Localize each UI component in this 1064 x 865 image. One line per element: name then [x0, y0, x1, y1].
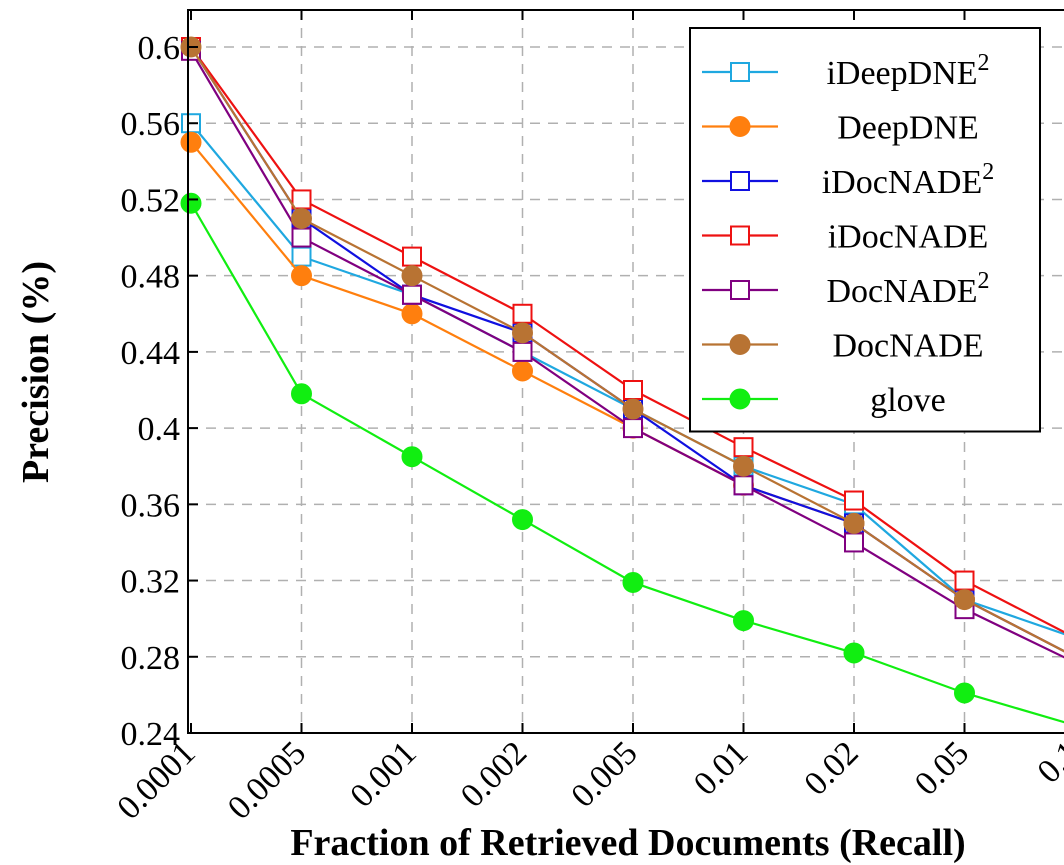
legend-entry: iDeepDNE2: [702, 50, 990, 92]
legend-entry: glove: [702, 382, 946, 419]
y-tick-label: 0.52: [121, 182, 181, 219]
data-point: [733, 455, 754, 477]
data-point: [401, 303, 423, 325]
legend-entry: DocNADE2: [702, 268, 990, 310]
data-point: [291, 383, 312, 405]
legend-label: glove: [870, 382, 946, 419]
y-tick-label: 0.36: [121, 487, 181, 524]
x-tick-label: 0.002: [454, 734, 534, 814]
data-point: [733, 437, 754, 458]
legend-label: iDeepDNE2: [826, 50, 989, 92]
y-tick-label: 0.28: [121, 640, 181, 677]
x-tick-label: 0.02: [797, 734, 865, 802]
y-tick-label: 0.32: [121, 564, 181, 601]
series-5: [180, 36, 1064, 653]
legend-marker: [729, 116, 751, 137]
data-point: [291, 227, 312, 248]
legend-marker: [730, 280, 750, 300]
legend-label: iDocNADE: [828, 219, 989, 256]
data-point: [512, 303, 533, 324]
data-point: [512, 322, 533, 344]
legend-label: DeepDNE: [837, 110, 979, 147]
legend-marker: [729, 334, 751, 355]
data-point: [954, 589, 975, 611]
data-point: [733, 475, 754, 496]
data-point: [291, 265, 312, 287]
legend-marker: [730, 171, 750, 191]
data-point: [733, 610, 754, 632]
data-point: [954, 682, 975, 704]
legend-marker: [730, 225, 750, 246]
series-6: [180, 192, 1064, 724]
x-tick-label: 0.005: [564, 734, 644, 814]
y-tick-label: 0.48: [121, 259, 181, 296]
data-point: [512, 341, 533, 362]
data-point: [180, 131, 202, 153]
legend-entry: iDocNADE: [702, 219, 988, 256]
data-point: [622, 571, 644, 593]
data-point: [954, 570, 975, 591]
x-tick-label: 0.001: [343, 734, 423, 814]
x-tick-label: 0.05: [908, 734, 976, 802]
data-point: [844, 532, 864, 553]
axis-ticks: [188, 10, 966, 734]
data-point: [623, 380, 643, 400]
data-point: [843, 512, 865, 534]
data-point: [291, 208, 312, 229]
data-point: [512, 509, 533, 531]
legend-superscript: 2: [978, 268, 990, 294]
x-tick-label: 0.01: [687, 734, 755, 802]
y-tick-labels: 0.24 0.28 0.32 0.36 0.4 0.44 0.48 0.52 0.56 0.6: [121, 30, 181, 753]
data-point: [291, 246, 312, 267]
data-point: [843, 642, 865, 664]
y-tick-label: 0.4: [138, 411, 181, 448]
x-tick-label: 0.1: [1030, 734, 1064, 790]
legend-entry: DeepDNE: [702, 110, 979, 147]
data-point: [623, 418, 643, 439]
y-tick-label: 0.6: [138, 30, 181, 67]
data-point: [180, 192, 202, 214]
legend-marker: [730, 62, 750, 82]
y-tick-label: 0.56: [121, 106, 181, 143]
legend-entry: DocNADE: [702, 328, 984, 365]
x-axis-label: Fraction of Retrieved Documents (Recall): [290, 822, 965, 864]
data-point: [402, 284, 422, 305]
legend: iDeepDNE2 DeepDNE iDocNADE2 iDocNADE DocNADE…: [689, 27, 1041, 433]
data-point: [291, 189, 312, 210]
legend-label: DocNADE: [832, 328, 983, 365]
legend-entry: iDocNADE2: [702, 159, 994, 201]
legend-marker: [729, 388, 751, 410]
data-point: [622, 398, 644, 420]
data-point: [402, 246, 422, 267]
data-point: [401, 446, 423, 468]
y-tick-label: 0.24: [121, 716, 181, 753]
legend-label: iDocNADE2: [822, 159, 995, 201]
series-lines: [180, 36, 1064, 724]
x-tick-label: 0.0005: [221, 734, 313, 826]
legend-superscript: 2: [978, 50, 990, 76]
data-point: [844, 490, 864, 511]
y-axis-label: Precision (%): [15, 261, 57, 483]
y-tick-label: 0.44: [121, 335, 181, 372]
data-point: [512, 360, 533, 382]
x-tick-labels: 0.0001 0.0005 0.001 0.002 0.005 0.01 0.02 0.05 0…: [110, 734, 1064, 826]
legend-label: DocNADE2: [826, 268, 989, 310]
data-point: [401, 265, 423, 287]
legend-superscript: 2: [982, 159, 994, 185]
